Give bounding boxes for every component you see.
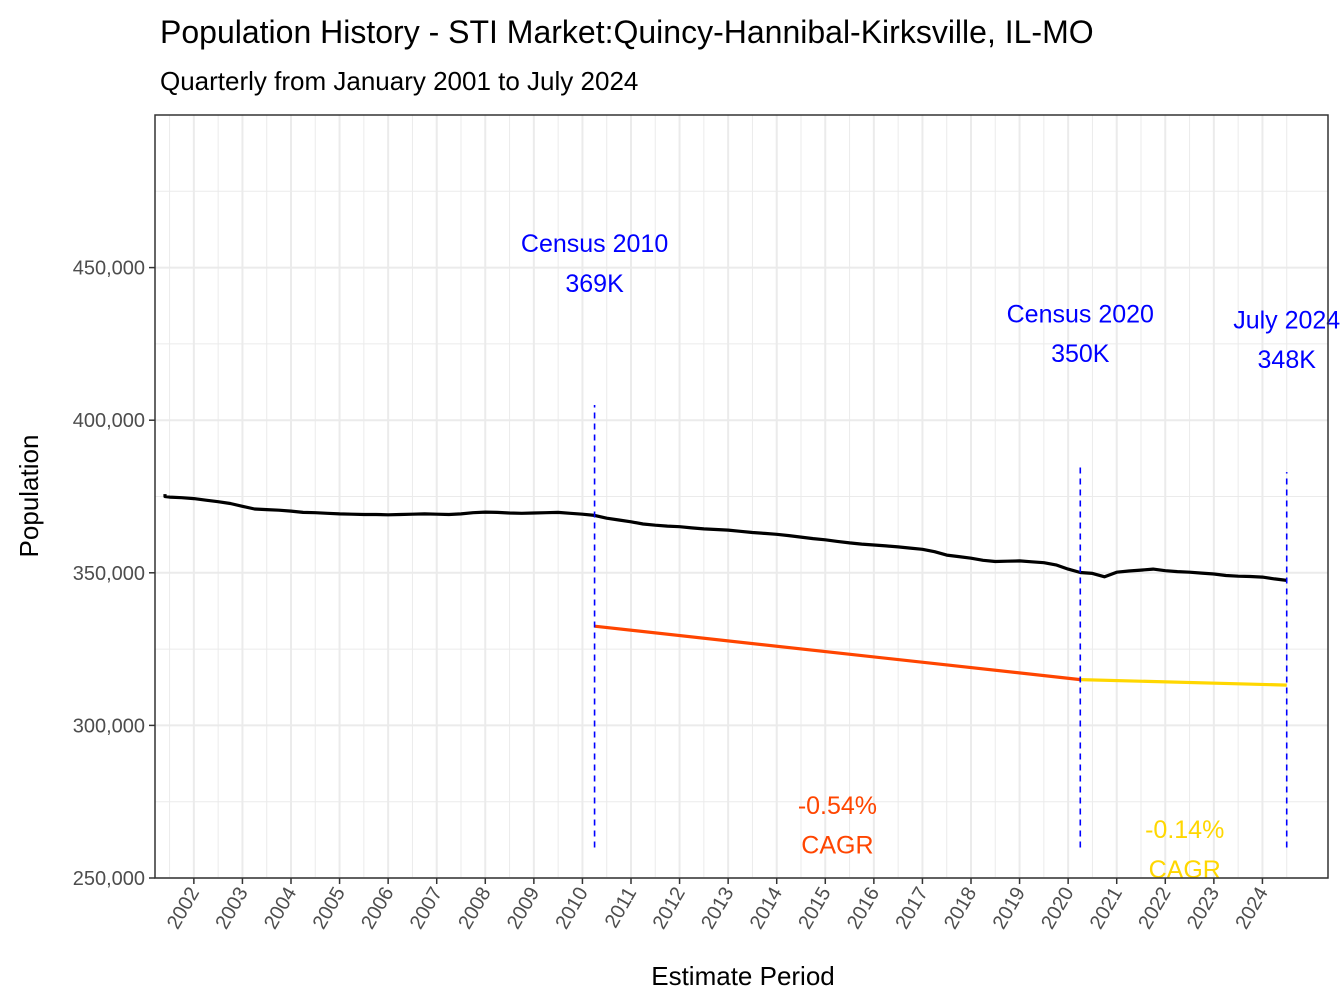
cagr-2010-2020-label: -0.54% bbox=[798, 792, 877, 820]
x-tick-label: 2016 bbox=[843, 884, 884, 934]
july-2024-value: 348K bbox=[1258, 346, 1317, 374]
series-layer bbox=[163, 494, 1287, 687]
grid-lines bbox=[155, 114, 1328, 879]
population-line bbox=[163, 494, 1287, 582]
x-axis-title: Estimate Period bbox=[651, 961, 835, 991]
census-markers bbox=[593, 404, 1288, 848]
y-axis-title: Population bbox=[14, 435, 44, 558]
x-tick-label: 2003 bbox=[211, 884, 252, 934]
x-tick-label: 2021 bbox=[1086, 884, 1127, 934]
cagr-2020-2024-value: CAGR bbox=[1149, 856, 1221, 884]
x-tick-label: 2007 bbox=[406, 884, 447, 934]
census-2010-label: Census 2010 bbox=[521, 230, 668, 258]
cagr-2010-2020-line bbox=[594, 624, 1081, 682]
x-tick-label: 2013 bbox=[697, 884, 738, 934]
y-tick-label: 250,000 bbox=[73, 868, 145, 890]
y-tick-label: 400,000 bbox=[73, 410, 145, 432]
x-tick-label: 2012 bbox=[649, 884, 690, 934]
census-2020-value: 350K bbox=[1051, 340, 1110, 368]
chart-subtitle: Quarterly from January 2001 to July 2024 bbox=[160, 66, 638, 96]
x-tick-label: 2023 bbox=[1183, 884, 1224, 934]
chart-title: Population History - STI Market:Quincy-H… bbox=[160, 14, 1094, 50]
x-tick-label: 2014 bbox=[746, 884, 787, 934]
x-tick-label: 2024 bbox=[1231, 884, 1272, 934]
x-tick-label: 2015 bbox=[794, 884, 835, 934]
x-axis: 2002 2003 2004 2005 2006 2007 2008 2009 2010 2011… bbox=[163, 878, 1273, 933]
x-tick-label: 2022 bbox=[1134, 884, 1175, 934]
x-tick-label: 2009 bbox=[503, 884, 544, 934]
y-tick-label: 450,000 bbox=[73, 258, 145, 280]
x-tick-label: 2005 bbox=[309, 884, 350, 934]
july-2024-label: July 2024 bbox=[1233, 306, 1340, 334]
x-tick-label: 2004 bbox=[260, 884, 301, 934]
x-tick-label: 2008 bbox=[454, 884, 495, 934]
census-2010-value: 369K bbox=[565, 270, 624, 298]
x-tick-label: 2011 bbox=[601, 884, 642, 932]
plot-panel-border bbox=[154, 114, 1329, 879]
x-tick-label: 2006 bbox=[357, 884, 398, 934]
census-2020-label: Census 2020 bbox=[1007, 300, 1154, 328]
cagr-2020-2024-label: -0.14% bbox=[1145, 816, 1224, 844]
cagr-2020-2024-line bbox=[1080, 678, 1287, 687]
cagr-2010-2020-value: CAGR bbox=[801, 831, 873, 859]
x-tick-label: 2019 bbox=[989, 884, 1030, 934]
x-tick-label: 2020 bbox=[1037, 884, 1078, 934]
x-tick-label: 2017 bbox=[891, 884, 932, 934]
x-tick-label: 2010 bbox=[551, 884, 592, 934]
y-tick-label: 300,000 bbox=[73, 715, 145, 737]
x-tick-label: 2018 bbox=[940, 884, 981, 934]
y-axis: 250,000 300,000 350,000 400,000 450,000 bbox=[73, 258, 155, 890]
annotations: Census 2010 369K Census 2020 350K July 2024 3… bbox=[521, 230, 1340, 884]
y-tick-label: 350,000 bbox=[73, 563, 145, 585]
x-tick-label: 2002 bbox=[163, 884, 204, 934]
